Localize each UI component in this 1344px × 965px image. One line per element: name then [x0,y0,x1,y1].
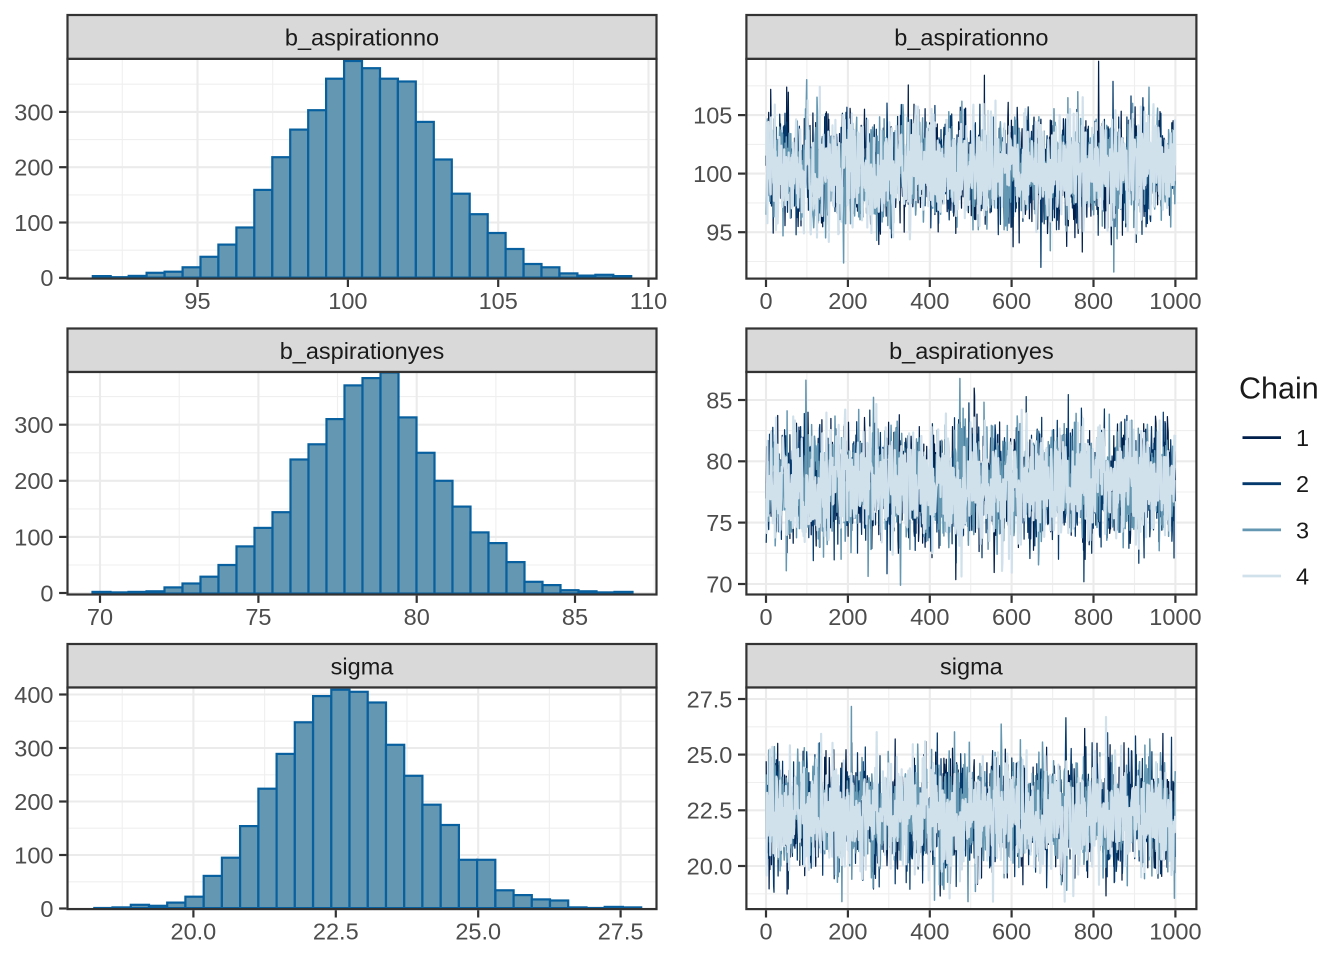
svg-text:1000: 1000 [1149,604,1201,630]
svg-text:85: 85 [562,604,588,630]
svg-text:20.0: 20.0 [687,853,733,879]
svg-text:25.0: 25.0 [687,742,733,768]
svg-text:100: 100 [14,524,53,550]
svg-text:1000: 1000 [1149,288,1201,314]
svg-text:1000: 1000 [1149,919,1201,945]
svg-text:b_aspirationno: b_aspirationno [894,25,1048,51]
svg-text:0: 0 [40,265,53,291]
svg-text:0: 0 [759,919,772,945]
svg-text:600: 600 [992,919,1031,945]
svg-text:300: 300 [14,412,53,438]
svg-text:70: 70 [87,604,113,630]
svg-text:200: 200 [828,604,867,630]
svg-text:200: 200 [14,789,53,815]
svg-text:0: 0 [40,580,53,606]
svg-text:400: 400 [910,604,949,630]
svg-text:200: 200 [14,155,53,181]
svg-text:70: 70 [706,571,732,597]
svg-text:200: 200 [828,919,867,945]
svg-text:20.0: 20.0 [171,919,217,945]
svg-text:100: 100 [328,288,367,314]
svg-text:100: 100 [14,842,53,868]
svg-text:3: 3 [1296,517,1309,543]
svg-text:22.5: 22.5 [313,919,359,945]
svg-text:100: 100 [14,210,53,236]
svg-text:110: 110 [630,288,667,314]
svg-text:sigma: sigma [331,653,395,679]
svg-text:85: 85 [706,387,732,413]
svg-text:2: 2 [1296,471,1309,497]
svg-text:800: 800 [1074,604,1113,630]
svg-text:sigma: sigma [940,653,1004,679]
svg-text:25.0: 25.0 [455,919,501,945]
svg-text:300: 300 [14,99,53,125]
svg-text:600: 600 [992,288,1031,314]
svg-text:95: 95 [706,220,732,246]
svg-text:200: 200 [828,288,867,314]
svg-text:80: 80 [706,449,732,475]
svg-text:95: 95 [184,288,210,314]
svg-text:b_aspirationno: b_aspirationno [285,25,439,51]
svg-text:1: 1 [1296,425,1309,451]
svg-text:400: 400 [910,288,949,314]
svg-text:4: 4 [1296,563,1309,589]
svg-text:400: 400 [910,919,949,945]
svg-text:75: 75 [245,604,271,630]
svg-text:200: 200 [14,468,53,494]
svg-text:300: 300 [14,735,53,761]
svg-text:105: 105 [693,103,732,129]
svg-text:0: 0 [40,896,53,922]
svg-text:b_aspirationyes: b_aspirationyes [889,338,1054,364]
svg-text:Chain: Chain [1239,372,1319,406]
svg-text:105: 105 [479,288,518,314]
svg-text:b_aspirationyes: b_aspirationyes [280,338,445,364]
svg-text:800: 800 [1074,288,1113,314]
svg-text:0: 0 [759,604,772,630]
svg-text:100: 100 [693,161,732,187]
svg-text:0: 0 [759,288,772,314]
svg-text:75: 75 [706,510,732,536]
svg-text:27.5: 27.5 [687,686,733,712]
svg-text:27.5: 27.5 [598,919,644,945]
svg-text:800: 800 [1074,919,1113,945]
svg-text:80: 80 [404,604,430,630]
svg-text:22.5: 22.5 [687,798,733,824]
svg-text:600: 600 [992,604,1031,630]
svg-text:400: 400 [14,682,53,708]
